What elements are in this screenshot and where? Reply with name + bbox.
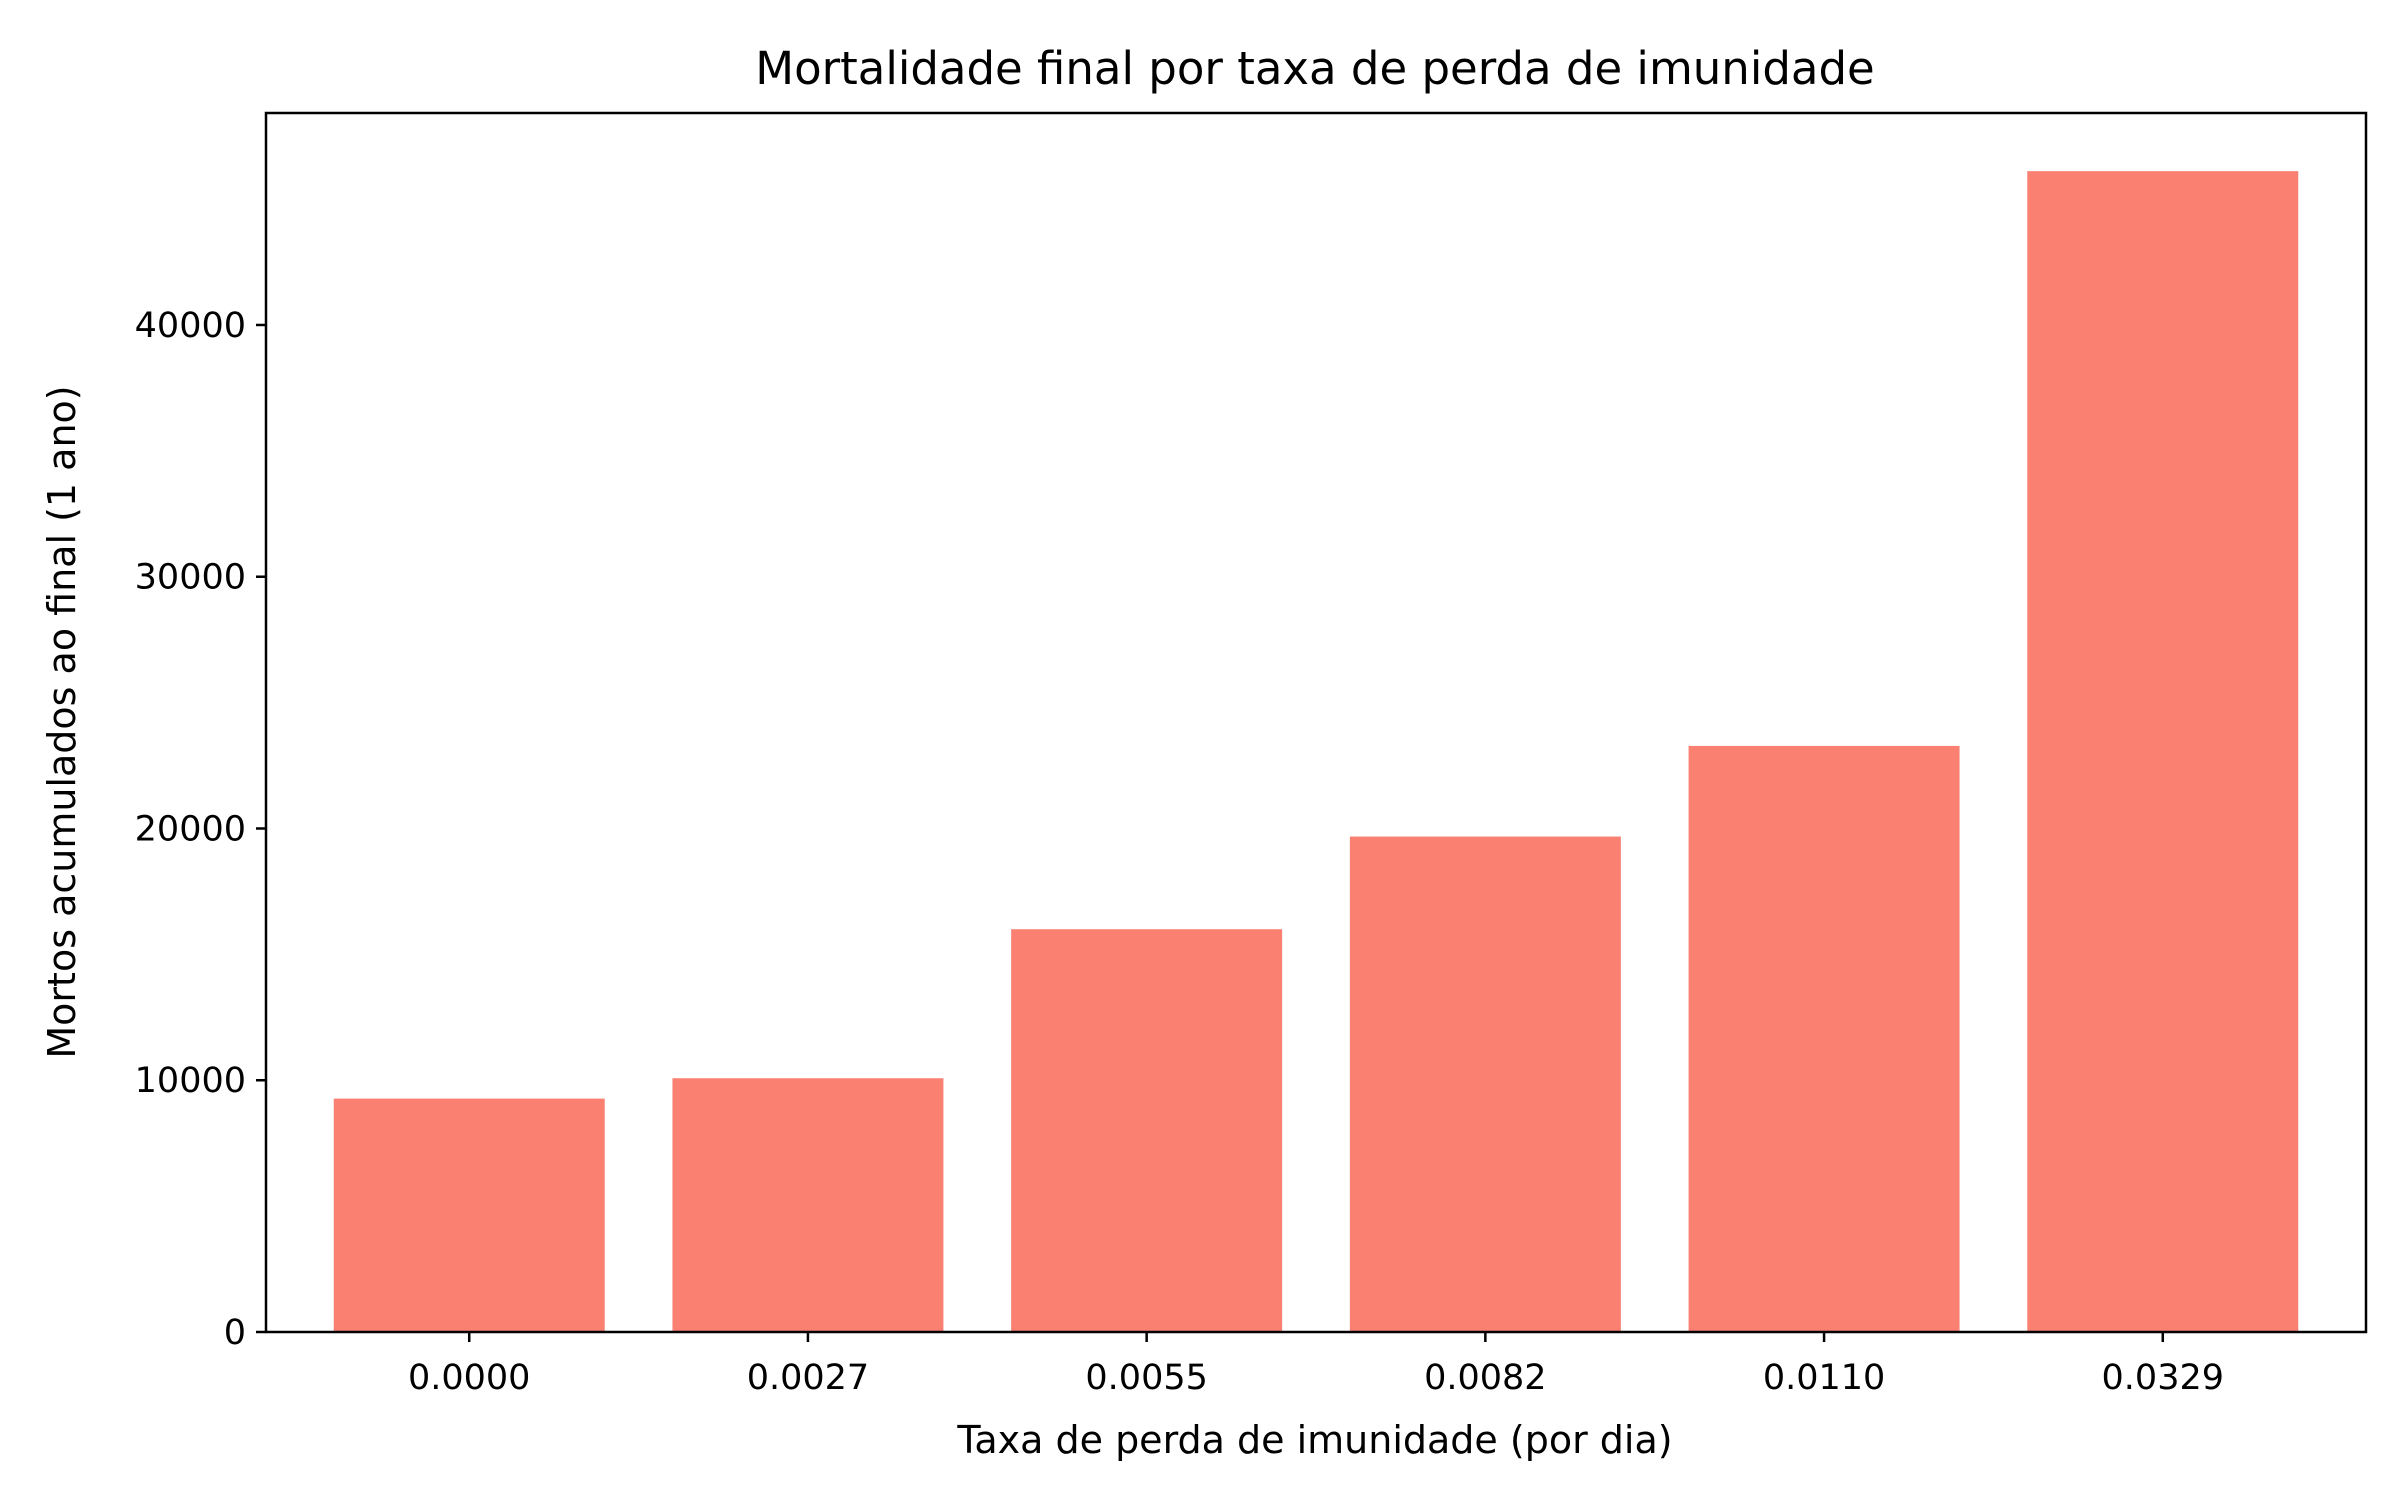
x-tick-label: 0.0110 (1763, 1358, 1885, 1398)
y-tick-label: 20000 (135, 809, 246, 849)
bar-0.0027 (672, 1078, 944, 1332)
x-axis-label: Taxa de perda de imunidade (por dia) (956, 1418, 1672, 1462)
bar-0.0110 (1688, 745, 1960, 1332)
bar-0.0082 (1349, 836, 1621, 1332)
bars-group (333, 171, 2299, 1332)
y-tick-label: 0 (224, 1313, 246, 1353)
y-tick-label: 10000 (135, 1061, 246, 1101)
x-tick-label: 0.0082 (1424, 1358, 1546, 1398)
x-tick-label: 0.0329 (2102, 1358, 2224, 1398)
chart-title: Mortalidade final por taxa de perda de i… (755, 42, 1874, 95)
x-axis: 0.0000 0.0027 0.0055 0.0082 0.0110 0.0329 (408, 1332, 2224, 1398)
y-axis-label: Mortos acumulados ao final (1 ano) (40, 385, 84, 1058)
bar-0.0000 (333, 1098, 605, 1332)
y-axis: 0 10000 20000 30000 40000 (135, 306, 266, 1353)
bar-0.0055 (1011, 929, 1283, 1332)
y-tick-label: 40000 (135, 306, 246, 346)
x-tick-label: 0.0000 (408, 1358, 530, 1398)
x-tick-label: 0.0055 (1085, 1358, 1207, 1398)
y-tick-label: 30000 (135, 558, 246, 598)
bar-0.0329 (2027, 171, 2299, 1332)
plot-frame (264, 111, 2368, 1334)
x-tick-label: 0.0027 (747, 1358, 869, 1398)
